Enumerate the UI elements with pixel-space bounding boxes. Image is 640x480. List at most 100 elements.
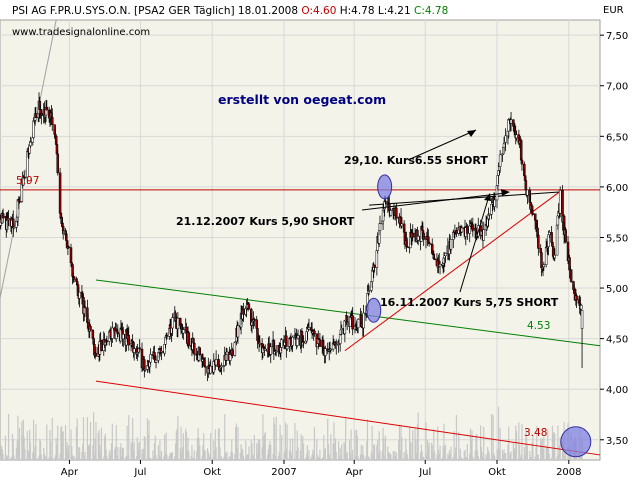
candle-body (416, 235, 420, 241)
volume-bar (224, 452, 227, 460)
volume-bar (114, 449, 116, 460)
volume-bar (465, 457, 468, 460)
y-tick-label: 5,50 (606, 233, 628, 244)
volume-bar (492, 415, 494, 460)
candle-body (406, 246, 409, 248)
volume-bar (18, 440, 20, 460)
volume-bar (75, 426, 78, 460)
volume-bar (496, 448, 498, 460)
volume-bar (44, 457, 46, 460)
volume-bar (281, 435, 283, 460)
volume-bar (111, 423, 113, 460)
volume-bar (345, 417, 347, 460)
volume-bar (179, 448, 181, 460)
volume-bar (39, 438, 41, 460)
volume-bar (65, 446, 67, 460)
volume-bar (341, 444, 343, 460)
volume-bar (300, 434, 302, 460)
volume-bar (108, 452, 110, 460)
volume-bar (561, 441, 564, 460)
volume-bar (346, 452, 348, 460)
volume-bar (97, 432, 99, 460)
volume-bar (180, 426, 182, 460)
volume-bar (428, 442, 430, 460)
level-label-453: 4.53 (527, 320, 550, 332)
volume-bar (458, 431, 460, 460)
volume-bar (302, 443, 305, 460)
volume-bar (105, 449, 107, 460)
candle-body (78, 291, 81, 299)
volume-bar (390, 454, 392, 460)
volume-bar (5, 455, 7, 460)
volume-bar (137, 443, 139, 460)
volume-bar (388, 453, 390, 460)
volume-bar (444, 444, 447, 460)
volume-bar (409, 441, 412, 460)
volume-bar (423, 456, 425, 460)
candle-body (122, 333, 125, 340)
volume-bar (334, 438, 337, 460)
volume-bar (558, 453, 560, 460)
candle-body (378, 223, 382, 232)
volume-bar (22, 419, 25, 460)
volume-bar (355, 429, 358, 460)
signal-marker (377, 174, 393, 200)
volume-bar (224, 414, 226, 460)
volume-bar (310, 457, 312, 460)
volume-bar (187, 437, 189, 460)
volume-bar (348, 439, 351, 460)
volume-bar (59, 454, 61, 460)
volume-bar (469, 428, 472, 460)
volume-bar (115, 424, 117, 460)
volume-bar (207, 451, 209, 460)
volume-bar (13, 455, 15, 460)
volume-bar (110, 442, 113, 460)
volume-bar (66, 441, 68, 460)
volume-bar (228, 456, 230, 460)
volume-bar (164, 453, 167, 460)
volume-bar (246, 454, 248, 460)
volume-bar (54, 457, 56, 460)
volume-bar (482, 456, 484, 460)
volume-bar (210, 433, 212, 460)
volume-bar (519, 444, 521, 460)
volume-bar (247, 453, 249, 460)
volume-bar (426, 453, 428, 460)
volume-bar (501, 449, 504, 460)
volume-bar (24, 448, 26, 460)
volume-bar (160, 456, 162, 460)
volume-bar (258, 443, 260, 460)
volume-bar (460, 457, 462, 460)
candle-body (149, 354, 152, 363)
candle-body (542, 264, 546, 267)
volume-bar (494, 455, 496, 460)
volume-bar (442, 445, 444, 460)
volume-bar (217, 428, 220, 460)
volume-bar (155, 455, 157, 460)
volume-bar (294, 423, 296, 460)
volume-bar (356, 435, 358, 460)
volume-bar (67, 449, 69, 460)
volume-bar (540, 442, 543, 460)
volume-bar (291, 455, 293, 460)
volume-bar (509, 452, 511, 460)
candle-body (209, 365, 212, 374)
volume-bar (68, 445, 70, 460)
volume-bar (70, 429, 72, 460)
candle-body (370, 270, 374, 282)
volume-bar (185, 431, 188, 460)
volume-bar (0, 450, 2, 460)
volume-bar (562, 446, 564, 460)
volume-bar (259, 439, 261, 460)
candle-body (100, 339, 103, 352)
volume-bar (379, 450, 381, 460)
volume-bar (89, 421, 92, 460)
volume-bar (119, 447, 121, 460)
volume-bar (61, 432, 64, 460)
candle-body (193, 342, 196, 355)
candle-body (313, 330, 316, 334)
volume-bar (352, 449, 354, 460)
candle-body (214, 359, 218, 366)
volume-bar (6, 457, 8, 460)
volume-bar (389, 453, 391, 460)
